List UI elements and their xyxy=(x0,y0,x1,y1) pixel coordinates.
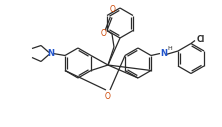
Text: N: N xyxy=(161,49,167,58)
Text: N: N xyxy=(48,49,55,58)
Text: Cl: Cl xyxy=(197,35,205,44)
Text: H: H xyxy=(167,45,172,51)
Text: O: O xyxy=(101,28,107,37)
Text: O: O xyxy=(110,5,116,14)
Text: O: O xyxy=(105,92,111,101)
